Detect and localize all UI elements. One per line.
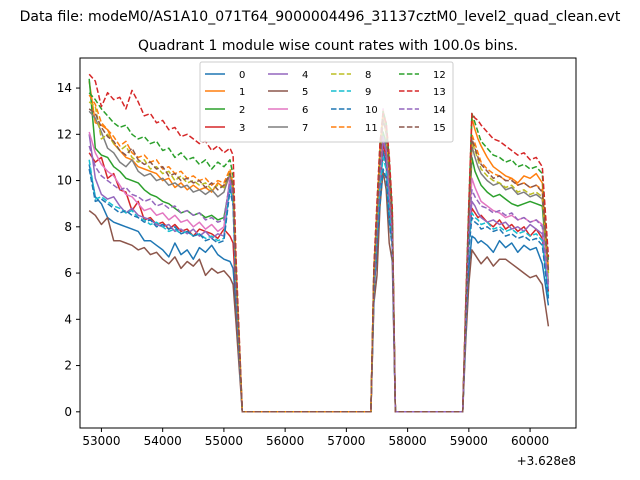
y-tick-label: 2 <box>64 359 72 373</box>
y-tick-label: 6 <box>64 266 72 280</box>
chart-suptitle: Data file: modeM0/AS1A10_071T64_90000044… <box>20 9 621 25</box>
y-axis: 0 2 4 6 8 10 12 14 <box>57 81 80 419</box>
legend-label-5: 5 <box>302 87 308 98</box>
legend-label-6: 6 <box>302 105 308 116</box>
x-tick-label: 57000 <box>327 434 365 448</box>
legend-label-7: 7 <box>302 123 308 134</box>
y-tick-label: 4 <box>64 312 72 326</box>
x-axis: 53000 54000 55000 56000 57000 58000 59000 60000 <box>82 428 549 448</box>
legend-box <box>199 61 454 143</box>
legend-label-10: 10 <box>365 105 378 116</box>
legend-label-0: 0 <box>239 70 245 81</box>
x-tick-label: 59000 <box>450 434 488 448</box>
legend-label-9: 9 <box>365 87 371 98</box>
x-tick-label: 53000 <box>82 434 120 448</box>
legend-label-3: 3 <box>239 123 245 134</box>
series-line-11 <box>88 94 550 413</box>
legend-label-13: 13 <box>433 87 446 98</box>
legend-label-8: 8 <box>365 70 371 81</box>
series-line-0 <box>88 149 550 413</box>
x-tick-label: 56000 <box>266 434 304 448</box>
series-line-9 <box>88 156 550 413</box>
legend-label-2: 2 <box>239 105 245 116</box>
series-line-8 <box>88 101 550 413</box>
series-line-15 <box>88 108 550 413</box>
legend-label-14: 14 <box>433 105 446 116</box>
y-tick-label: 0 <box>64 405 72 419</box>
x-tick-label: 55000 <box>205 434 243 448</box>
x-tick-label: 54000 <box>144 434 182 448</box>
legend-label-4: 4 <box>302 70 308 81</box>
legend-label-1: 1 <box>239 87 245 98</box>
chart-title: Quadrant 1 module wise count rates with … <box>138 38 518 54</box>
y-tick-label: 12 <box>57 127 72 141</box>
plot-frame <box>79 57 577 429</box>
x-offset-label: +3.628e8 <box>517 454 576 468</box>
y-tick-label: 8 <box>64 220 72 234</box>
y-tick-label: 10 <box>57 174 72 188</box>
legend-label-12: 12 <box>433 70 446 81</box>
series-line-5 <box>88 170 550 413</box>
plot-lines <box>88 73 550 413</box>
legend-label-11: 11 <box>365 123 378 134</box>
x-tick-label: 58000 <box>389 434 427 448</box>
legend-label-15: 15 <box>433 123 446 134</box>
series-line-3 <box>88 142 550 413</box>
x-tick-label: 60000 <box>511 434 549 448</box>
y-tick-label: 14 <box>57 81 72 95</box>
